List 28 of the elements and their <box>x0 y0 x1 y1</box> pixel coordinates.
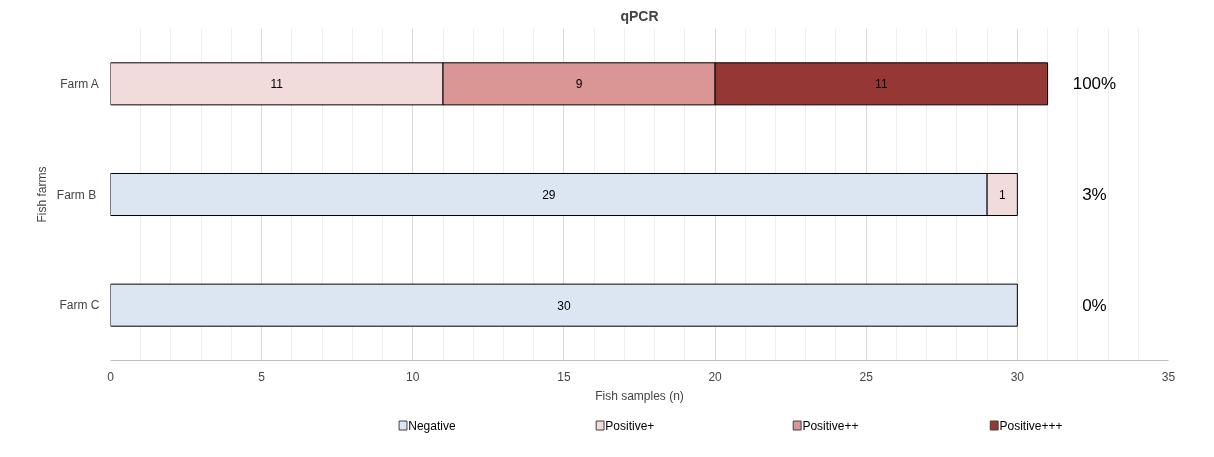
data-label: 11 <box>270 77 284 92</box>
x-tick-label: 0 <box>107 369 115 384</box>
data-label: 1 <box>998 188 1006 202</box>
annotation: 0% <box>1082 295 1107 315</box>
data-label: 29 <box>542 188 556 202</box>
x-tick-label: 30 <box>1010 369 1025 384</box>
y-tick-label: Farm B <box>56 187 97 202</box>
legend-label: Negative <box>408 418 456 433</box>
data-label: 11 <box>875 77 888 92</box>
chart-title: qPCR <box>620 7 659 24</box>
data-label: 30 <box>557 298 571 313</box>
x-tick-label: 10 <box>406 369 420 384</box>
x-tick-label: 15 <box>557 369 571 384</box>
x-tick-label: 5 <box>258 369 266 384</box>
x-tick-label: 25 <box>859 369 874 384</box>
x-axis-title: Fish samples (n) <box>595 388 684 403</box>
legend-label: Positive+ <box>605 418 655 433</box>
annotation: 100% <box>1072 74 1117 94</box>
bar <box>110 283 1018 327</box>
y-tick-label: Farm C <box>59 298 100 313</box>
x-tick-label: 20 <box>708 369 723 384</box>
y-tick-label: Farm A <box>60 76 99 91</box>
y-axis-title: Fish farms <box>34 166 49 223</box>
annotation: 3% <box>1082 185 1107 204</box>
legend-label: Positive++ <box>802 418 859 433</box>
data-label: 9 <box>575 77 583 92</box>
legend-label: Positive+++ <box>999 418 1063 433</box>
x-tick-label: 35 <box>1161 369 1176 384</box>
